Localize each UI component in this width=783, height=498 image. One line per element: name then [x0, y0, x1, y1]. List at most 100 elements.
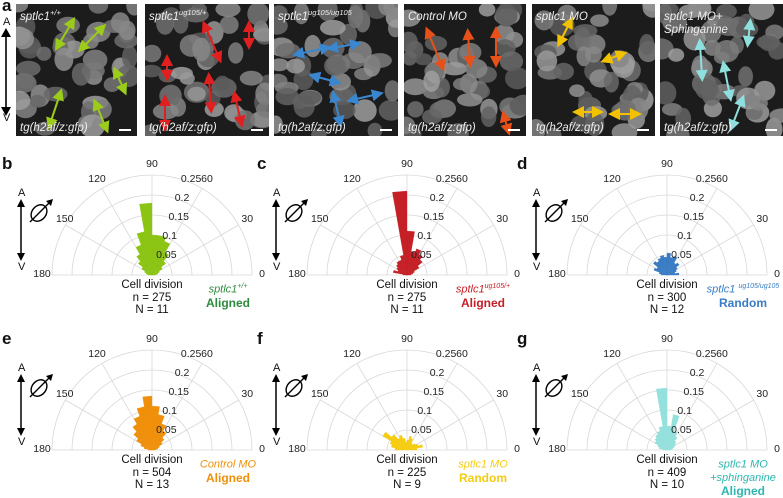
- division-axis-arrow: [308, 71, 342, 87]
- radial-tick-label: 0.2: [429, 366, 445, 379]
- caption-N: N = 9: [393, 479, 421, 491]
- histogram-bar: [392, 190, 408, 276]
- spindle-orientation-icon: [29, 374, 53, 398]
- radial-tick-label: 0.15: [683, 210, 704, 223]
- angle-tick-label: 60: [716, 347, 728, 360]
- scale-bar: [380, 129, 392, 131]
- axis-label-anterior: A: [533, 187, 541, 199]
- angular-gridline: [65, 224, 153, 276]
- radial-tick-label: 0.25: [695, 347, 717, 360]
- radial-tick-label: 0.15: [423, 210, 444, 223]
- angle-tick-label: 120: [88, 172, 106, 185]
- axis-label-anterior: A: [273, 187, 281, 199]
- division-axis-arrow: [557, 16, 573, 48]
- angular-gridline: [151, 224, 239, 276]
- caption-title: Cell division: [636, 454, 698, 466]
- angle-tick-label: 150: [570, 388, 589, 400]
- scale-bar: [119, 129, 131, 131]
- spindle-orientation-icon: [544, 374, 568, 398]
- angle-tick-label: 60: [201, 347, 213, 360]
- micrograph-panel: sptlc1 MO+ Sphinganine tg(h2af/z:gfp): [660, 4, 783, 136]
- division-axis-arrow: [462, 28, 476, 68]
- panel-letter-f: f: [257, 329, 263, 348]
- micrograph-title: sptlc1+/+: [20, 8, 61, 23]
- angle-tick-label: 60: [716, 172, 728, 185]
- spindle-orientation-icon: [284, 199, 308, 223]
- condition-name-line2: +sphinganine: [710, 471, 776, 484]
- angle-tick-label: 30: [756, 388, 769, 400]
- micrograph-panel: Control MO tg(h2af/z:gfp): [404, 4, 526, 136]
- panel-letter-g: g: [517, 329, 528, 348]
- angle-tick-label: 180: [548, 443, 566, 455]
- chart-caption: Cell division n = 275 N = 11: [107, 279, 197, 317]
- axis-label-ventral: V: [533, 436, 541, 448]
- radial-tick-label: 0.1: [162, 229, 177, 242]
- nuclei-image: [16, 4, 137, 136]
- division-axis-arrow: [719, 60, 735, 102]
- histogram-bar: [147, 449, 153, 451]
- nuclei-image: [145, 4, 269, 136]
- micrograph-panel: sptlc1+/+ tg(h2af/z:gfp): [16, 4, 137, 136]
- transgenic-line-label: tg(h2af/z:gfp): [664, 122, 732, 134]
- caption-N: N = 13: [134, 479, 170, 491]
- condition-name: sptlc1ug105/+: [455, 283, 511, 296]
- angle-tick-label: 150: [55, 388, 74, 400]
- condition-label: sptlc1+/+ Aligned: [190, 280, 266, 310]
- axis-label-ventral: V: [533, 261, 541, 273]
- angular-gridline: [151, 399, 239, 451]
- condition-label: sptlc1 MO +sphinganine Aligned: [705, 455, 781, 498]
- radial-tick-label: 0.25: [180, 172, 202, 185]
- division-axis-arrow: [112, 66, 128, 96]
- axis-label-anterior: A: [533, 362, 541, 374]
- radial-tick-label: 0.05: [156, 248, 177, 261]
- chart-caption: Cell division n = 225 N = 9: [362, 454, 452, 492]
- angular-gridline: [406, 224, 494, 276]
- division-axis-arrow: [92, 98, 110, 134]
- caption-N: N = 11: [135, 304, 169, 316]
- scale-bar: [765, 129, 777, 131]
- orientation-status: Aligned: [206, 295, 250, 310]
- angle-tick-label: 0: [259, 443, 265, 455]
- panel-letter-a: a: [2, 0, 12, 15]
- angle-tick-label: 30: [241, 213, 254, 225]
- axis-label-ventral: V: [18, 436, 26, 448]
- division-axis-arrow: [77, 23, 107, 53]
- panel-letter-e: e: [2, 329, 12, 348]
- scale-bar: [251, 129, 263, 131]
- orientation-status: Aligned: [721, 483, 765, 498]
- micrograph-title: sptlc1 MO: [536, 10, 588, 23]
- condition-label: Control MO Aligned: [190, 455, 266, 485]
- condition-name: Control MO: [199, 458, 257, 471]
- polar-histogram-g: [566, 349, 768, 451]
- caption-n: n = 300: [647, 291, 687, 304]
- chart-caption: Cell division n = 504 N = 13: [107, 454, 197, 492]
- angle-tick-label: 180: [288, 268, 306, 280]
- angle-tick-label: 120: [603, 347, 621, 360]
- angle-tick-label: 90: [401, 333, 413, 345]
- caption-n: n = 275: [387, 291, 427, 304]
- angular-gridline: [666, 399, 754, 451]
- axis-label-anterior: A: [3, 16, 11, 28]
- angle-tick-label: 150: [310, 388, 329, 400]
- angle-tick-label: 60: [456, 172, 468, 185]
- caption-title: Cell division: [121, 279, 183, 291]
- nuclei-image: [404, 4, 526, 136]
- radial-tick-label: 0.15: [168, 385, 189, 398]
- histogram-bar: [394, 447, 408, 451]
- polar-histogram-b: [51, 174, 253, 276]
- axis-label-anterior: A: [18, 187, 26, 199]
- angular-gridline: [406, 363, 458, 451]
- radial-tick-label: 0.2: [689, 191, 705, 204]
- division-axis-arrow: [424, 26, 446, 72]
- division-axis-arrow: [292, 43, 332, 59]
- micrograph-title: sptlc1ug105/+: [149, 8, 207, 23]
- angular-gridline: [580, 224, 668, 276]
- angular-gridline: [356, 363, 408, 451]
- caption-title: Cell division: [121, 454, 183, 466]
- micrograph-title: sptlc1 MO+ Sphinganine: [664, 10, 728, 36]
- spindle-orientation-icon: [544, 199, 568, 223]
- radial-tick-label: 0.15: [423, 385, 444, 398]
- chart-caption: Cell division n = 409 N = 10: [622, 454, 712, 492]
- caption-title: Cell division: [376, 454, 438, 466]
- axis-label-anterior: A: [273, 362, 281, 374]
